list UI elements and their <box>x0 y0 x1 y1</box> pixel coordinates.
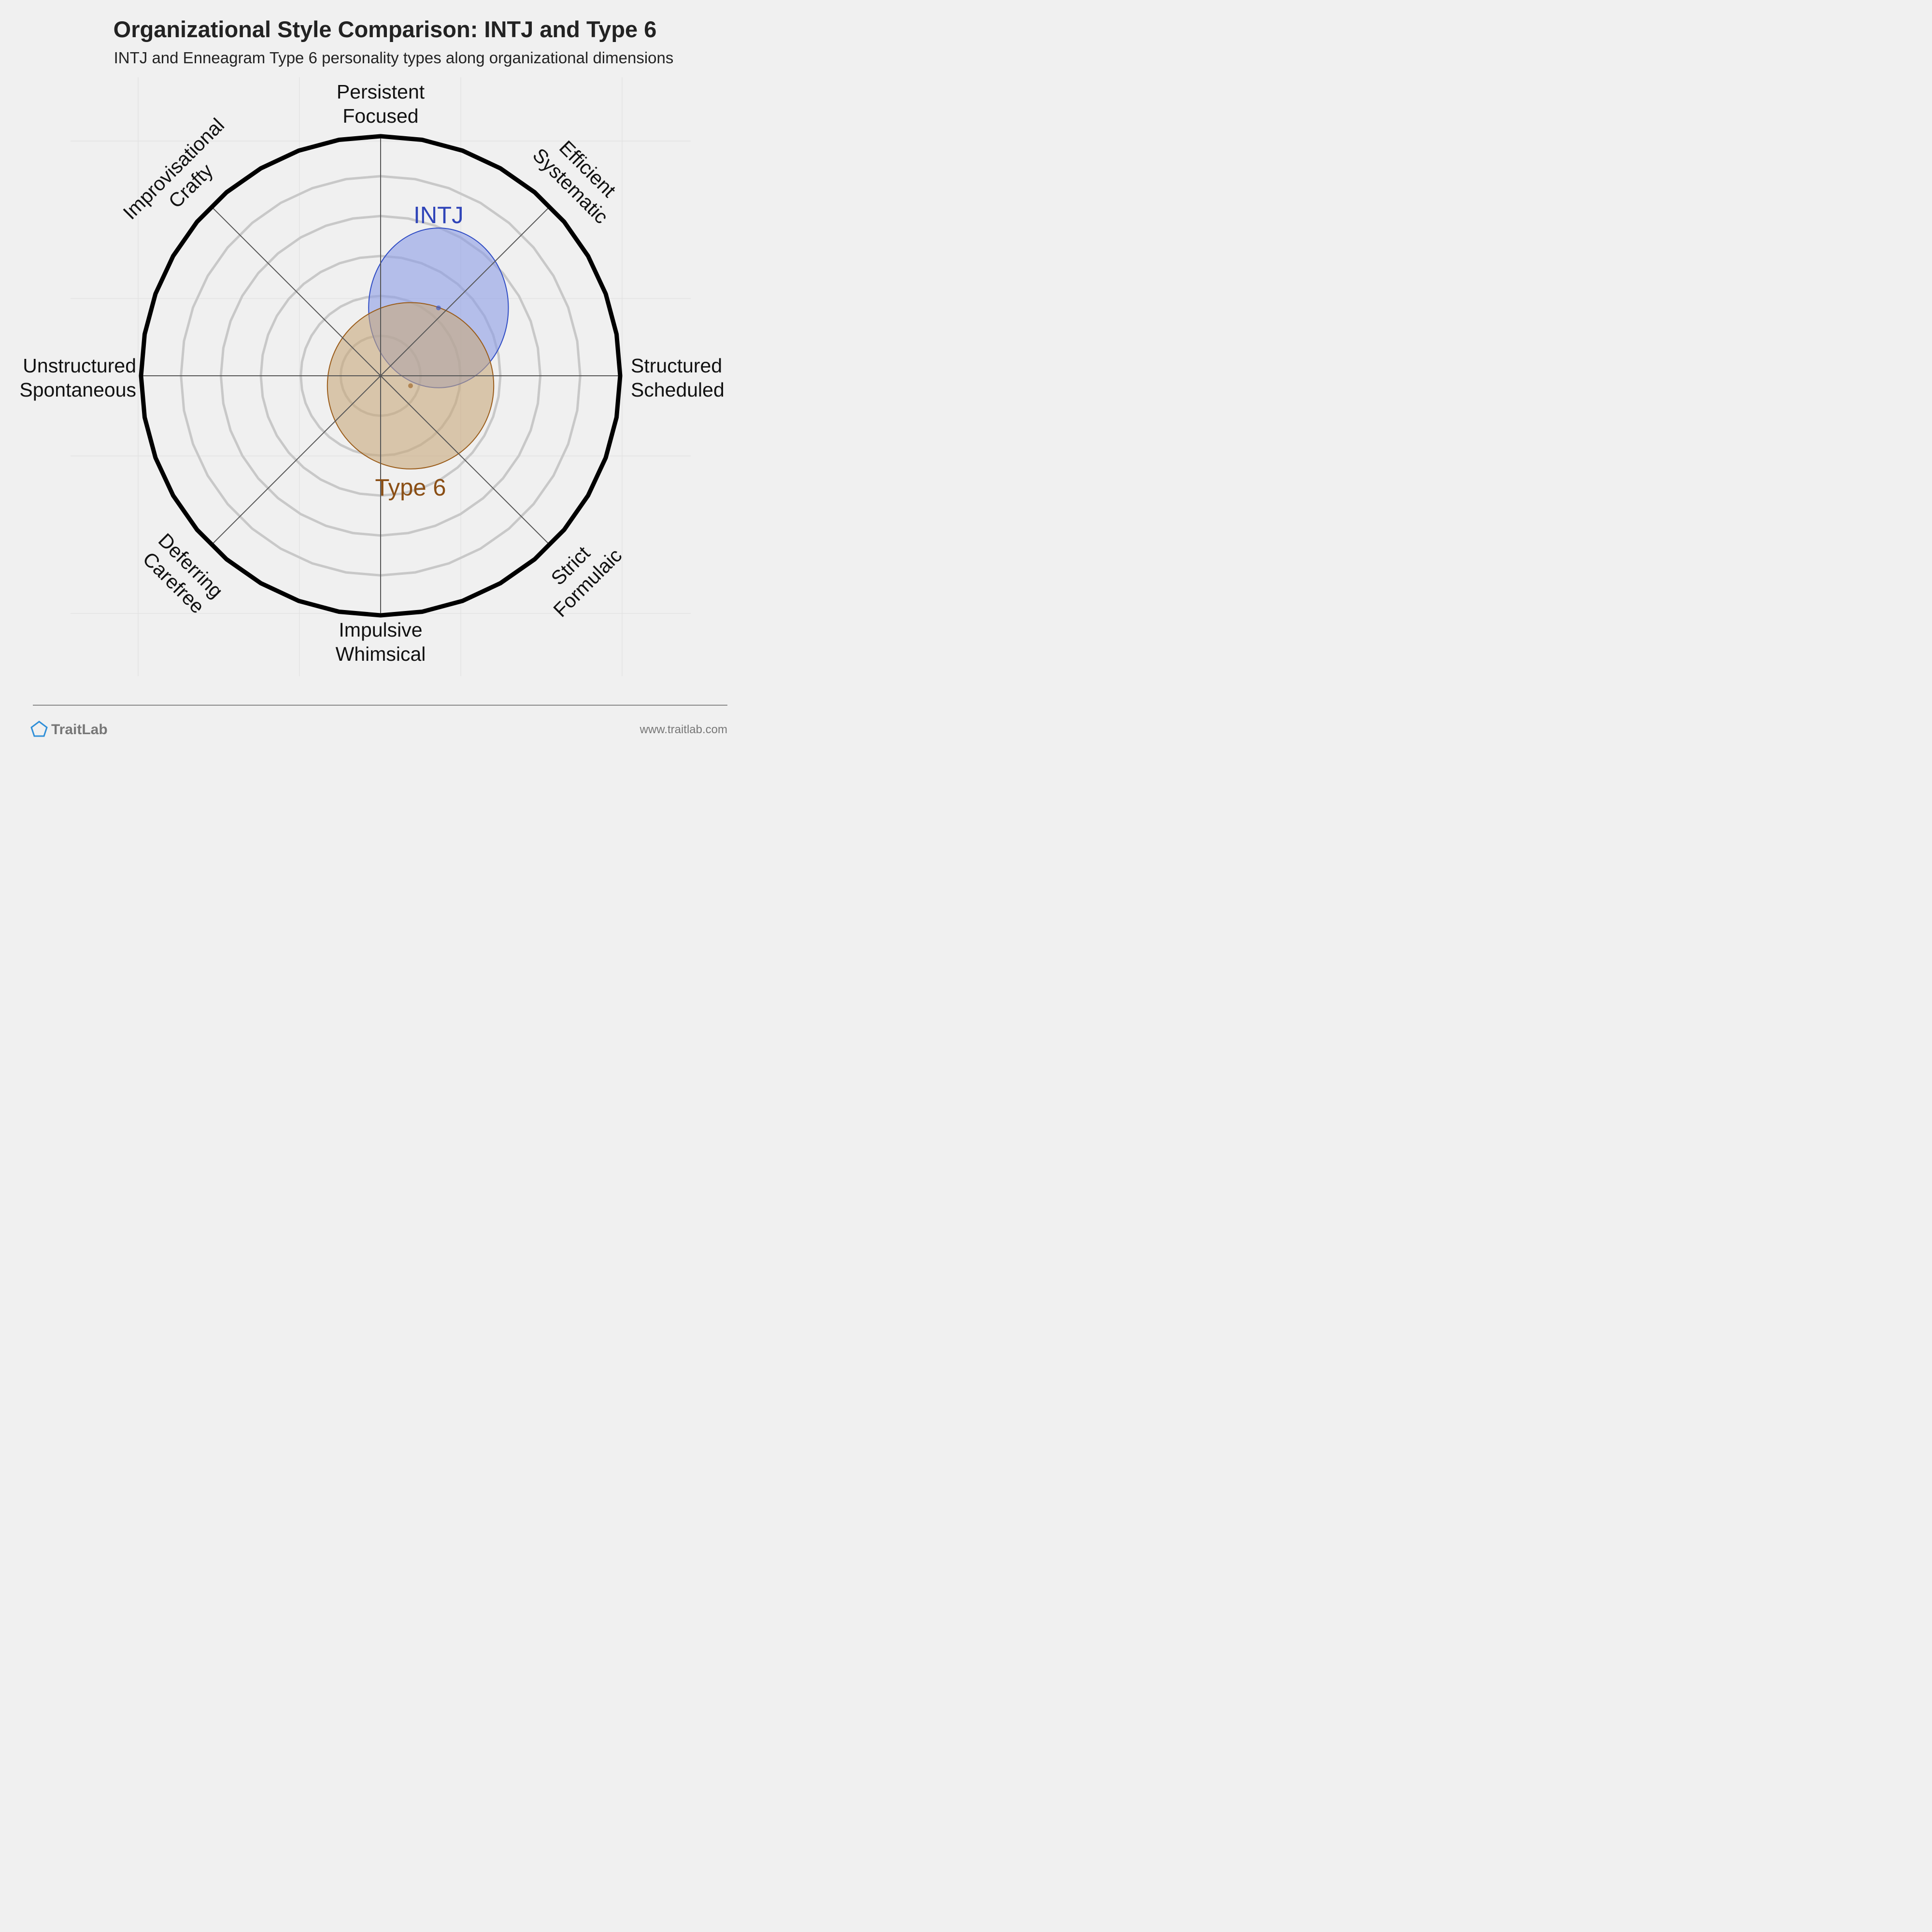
radar-spoke-5 <box>211 375 381 546</box>
outer-ring <box>139 134 623 618</box>
radar-spokes <box>141 136 620 615</box>
series-layer <box>327 227 509 469</box>
footer-logo: TraitLab <box>30 721 108 738</box>
series-center-point-0 <box>436 305 441 311</box>
outer-ring-polygon <box>139 134 623 618</box>
chart-subtitle: INTJ and Enneagram Type 6 personality ty… <box>114 49 674 67</box>
radar-spoke-3 <box>380 375 551 546</box>
series-labels: INTJ Type 6 <box>375 202 463 501</box>
axis-label-4-line-1: Whimsical <box>336 643 426 665</box>
axis-label-2-line-0: Structured <box>631 355 722 377</box>
footer-brand: TraitLab <box>51 722 108 738</box>
axis-label-2-line-1: Scheduled <box>631 379 724 401</box>
pentagon-logo-icon <box>30 721 48 737</box>
footer-url[interactable]: www.traitlab.com <box>639 723 727 736</box>
series-label-1: Type 6 <box>375 475 446 501</box>
axis-label-6-line-0: Unstructured <box>23 355 136 377</box>
chart-title: Organizational Style Comparison: INTJ an… <box>114 16 657 42</box>
series-center-point-1 <box>408 383 413 388</box>
series-centers <box>408 305 441 388</box>
axis-label-0-line-1: Focused <box>342 105 418 127</box>
series-label-0: INTJ <box>413 202 463 228</box>
axis-label-4-line-0: Impulsive <box>339 619 422 641</box>
axis-label-0-line-0: Persistent <box>337 81 425 103</box>
radar-spoke-7 <box>211 206 381 376</box>
radar-spoke-1 <box>380 206 551 376</box>
radar-chart: Organizational Style Comparison: INTJ an… <box>19 16 727 738</box>
axis-label-6-line-1: Spontaneous <box>19 379 136 401</box>
